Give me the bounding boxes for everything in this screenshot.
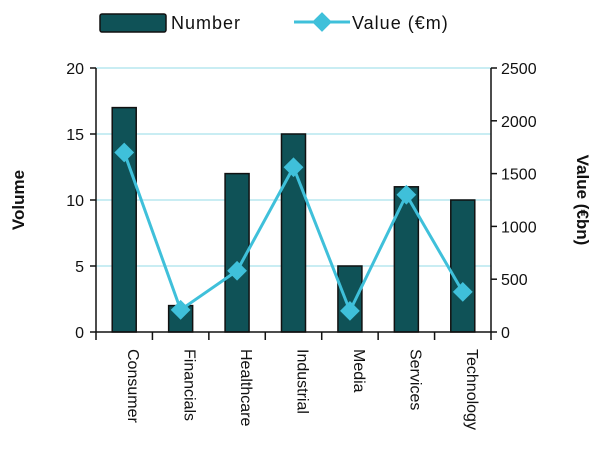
- category-label-financials: Financials: [181, 349, 198, 421]
- value-point-media: [340, 300, 360, 321]
- left-axis-title: Volume: [9, 170, 28, 230]
- value-point-technology: [452, 281, 473, 302]
- value-point-consumer: [114, 142, 135, 163]
- value-point-industrial: [283, 157, 304, 178]
- left-axis-tick-label: 5: [75, 259, 84, 276]
- category-label-consumer: Consumer: [124, 349, 141, 423]
- value-point-financials: [170, 299, 191, 320]
- category-axis-labels: Consumer Financials Healthcare Industrial Me…: [124, 349, 480, 430]
- right-axis-ticks: 0 500 1000 1500 2000 2500: [491, 61, 537, 342]
- legend-line-marker: [312, 12, 332, 32]
- left-axis-tick-label: 15: [66, 127, 84, 144]
- legend-bar-label: Number: [171, 13, 241, 33]
- category-label-healthcare: Healthcare: [237, 349, 254, 426]
- right-axis-tick-label: 1500: [501, 167, 537, 184]
- legend: Number Value (€m): [99, 12, 449, 33]
- bar-consumer: [111, 106, 137, 333]
- left-axis-ticks: 0 5 10 15 20: [66, 61, 96, 342]
- category-label-services: Services: [406, 349, 423, 410]
- line-series: [114, 142, 473, 321]
- value-point-services: [396, 184, 417, 205]
- right-axis-tick-label: 1000: [501, 219, 537, 236]
- legend-bar-swatch: [99, 13, 167, 33]
- value-point-healthcare: [227, 260, 247, 281]
- right-axis-tick-label: 2000: [501, 114, 537, 131]
- bar-media: [337, 265, 363, 333]
- bar-healthcare: [224, 172, 250, 333]
- right-axis-tick-label: 500: [501, 272, 528, 289]
- right-axis-title: Value (€bn): [573, 155, 592, 246]
- right-axis-tick-label: 0: [501, 325, 510, 342]
- legend-line-label: Value (€m): [352, 13, 449, 33]
- left-axis-tick-label: 0: [75, 325, 84, 342]
- right-axis-tick-label: 2500: [501, 61, 537, 78]
- category-label-technology: Technology: [463, 349, 480, 430]
- left-axis-tick-label: 20: [66, 61, 84, 78]
- category-label-media: Media: [350, 349, 367, 393]
- category-label-industrial: Industrial: [294, 349, 311, 414]
- bar-technology: [450, 199, 476, 333]
- left-axis-tick-label: 10: [66, 193, 84, 210]
